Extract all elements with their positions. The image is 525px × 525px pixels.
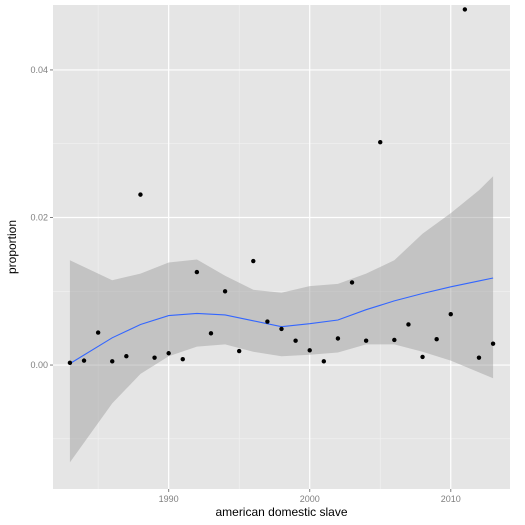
data-point	[138, 192, 143, 197]
y-axis-ticks: 0.00 0.02 0.04	[30, 65, 53, 370]
y-axis-title: proportion	[5, 220, 19, 274]
data-point	[152, 355, 157, 360]
x-axis-ticks: 1990 2000 2010	[159, 489, 461, 504]
data-point	[265, 319, 270, 324]
data-point	[434, 337, 439, 342]
data-point	[124, 353, 129, 359]
data-point	[95, 330, 101, 335]
data-point	[194, 269, 200, 275]
x-tick-label: 2010	[441, 494, 461, 504]
minor-gridlines	[53, 5, 510, 489]
data-point	[476, 355, 482, 360]
smooth-fit-line	[69, 277, 494, 365]
data-point	[406, 322, 411, 327]
x-axis-title: american domestic slave	[215, 505, 347, 519]
data-point	[448, 311, 453, 317]
data-point	[378, 140, 383, 145]
x-tick-label: 2000	[300, 494, 320, 504]
data-point	[307, 348, 312, 353]
data-point	[420, 354, 425, 360]
data-point	[349, 280, 355, 285]
data-point	[363, 338, 369, 343]
data-point	[222, 289, 228, 294]
y-tick-label: 0.00	[30, 360, 48, 370]
data-point	[180, 356, 185, 362]
data-point	[236, 348, 242, 354]
confidence-band	[69, 176, 494, 463]
data-point	[392, 337, 397, 343]
plot-panel	[53, 5, 510, 489]
data-point	[462, 7, 468, 12]
y-tick-label: 0.04	[30, 65, 48, 75]
data-point	[279, 326, 284, 332]
data-point	[321, 359, 327, 364]
y-tick-label: 0.02	[30, 212, 48, 222]
data-point	[251, 258, 256, 264]
data-point	[110, 359, 115, 364]
data-point	[490, 341, 496, 346]
data-point	[67, 360, 73, 366]
data-point	[293, 338, 298, 343]
data-points	[67, 7, 496, 366]
data-point	[335, 336, 341, 341]
x-tick-label: 1990	[159, 494, 179, 504]
major-gridlines	[53, 5, 510, 489]
data-point	[208, 331, 214, 336]
data-point	[81, 358, 87, 363]
data-point	[166, 351, 171, 356]
